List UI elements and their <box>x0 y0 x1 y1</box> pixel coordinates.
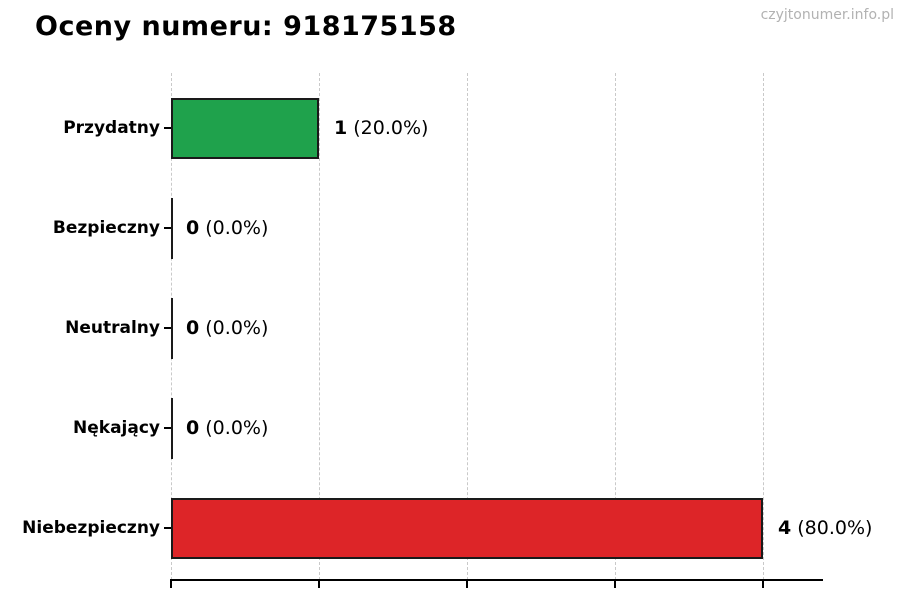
value-percent: (20.0%) <box>347 117 429 139</box>
value-count: 0 <box>186 417 200 439</box>
value-percent: (0.0%) <box>199 317 269 339</box>
value-label-neutralny: 0 (0.0%) <box>186 317 268 339</box>
category-label-neutralny: Neutralny <box>65 318 160 338</box>
value-percent: (80.0%) <box>791 517 873 539</box>
x-axis-tick-1 <box>318 581 320 588</box>
x-axis-tick-3 <box>614 581 616 588</box>
gridline-x2 <box>467 73 468 580</box>
category-label-przydatny: Przydatny <box>63 118 160 138</box>
y-axis-tick-neutralny <box>164 327 171 329</box>
x-axis-line <box>170 579 823 581</box>
bar-neutralny <box>171 297 173 359</box>
category-label-niebezpieczny: Niebezpieczny <box>22 518 160 538</box>
y-axis-tick-przydatny <box>164 127 171 129</box>
y-axis-tick-nekajacy <box>164 427 171 429</box>
value-label-niebezpieczny: 4 (80.0%) <box>778 517 872 539</box>
value-label-bezpieczny: 0 (0.0%) <box>186 217 268 239</box>
y-axis-tick-bezpieczny <box>164 227 171 229</box>
category-label-bezpieczny: Bezpieczny <box>52 218 160 238</box>
value-count: 0 <box>186 217 200 239</box>
chart-title: Oceny numeru: 918175158 <box>35 11 457 42</box>
bar-przydatny <box>171 97 319 159</box>
value-label-nekajacy: 0 (0.0%) <box>186 417 268 439</box>
x-axis-tick-0 <box>170 581 172 588</box>
value-count: 1 <box>334 117 348 139</box>
bar-nekajacy <box>171 397 173 459</box>
x-axis-tick-4 <box>762 581 764 588</box>
category-label-nekajacy: Nękający <box>73 418 160 438</box>
gridline-x3 <box>615 73 616 580</box>
gridline-x4 <box>763 73 764 580</box>
watermark-text: czyjtonumer.info.pl <box>760 7 894 23</box>
value-percent: (0.0%) <box>199 217 269 239</box>
bar-niebezpieczny <box>171 497 763 559</box>
value-count: 4 <box>778 517 792 539</box>
value-percent: (0.0%) <box>199 417 269 439</box>
x-axis-tick-2 <box>466 581 468 588</box>
value-label-przydatny: 1 (20.0%) <box>334 117 428 139</box>
y-axis-tick-niebezpieczny <box>164 527 171 529</box>
value-count: 0 <box>186 317 200 339</box>
gridline-x1 <box>319 73 320 580</box>
bar-bezpieczny <box>171 197 173 259</box>
